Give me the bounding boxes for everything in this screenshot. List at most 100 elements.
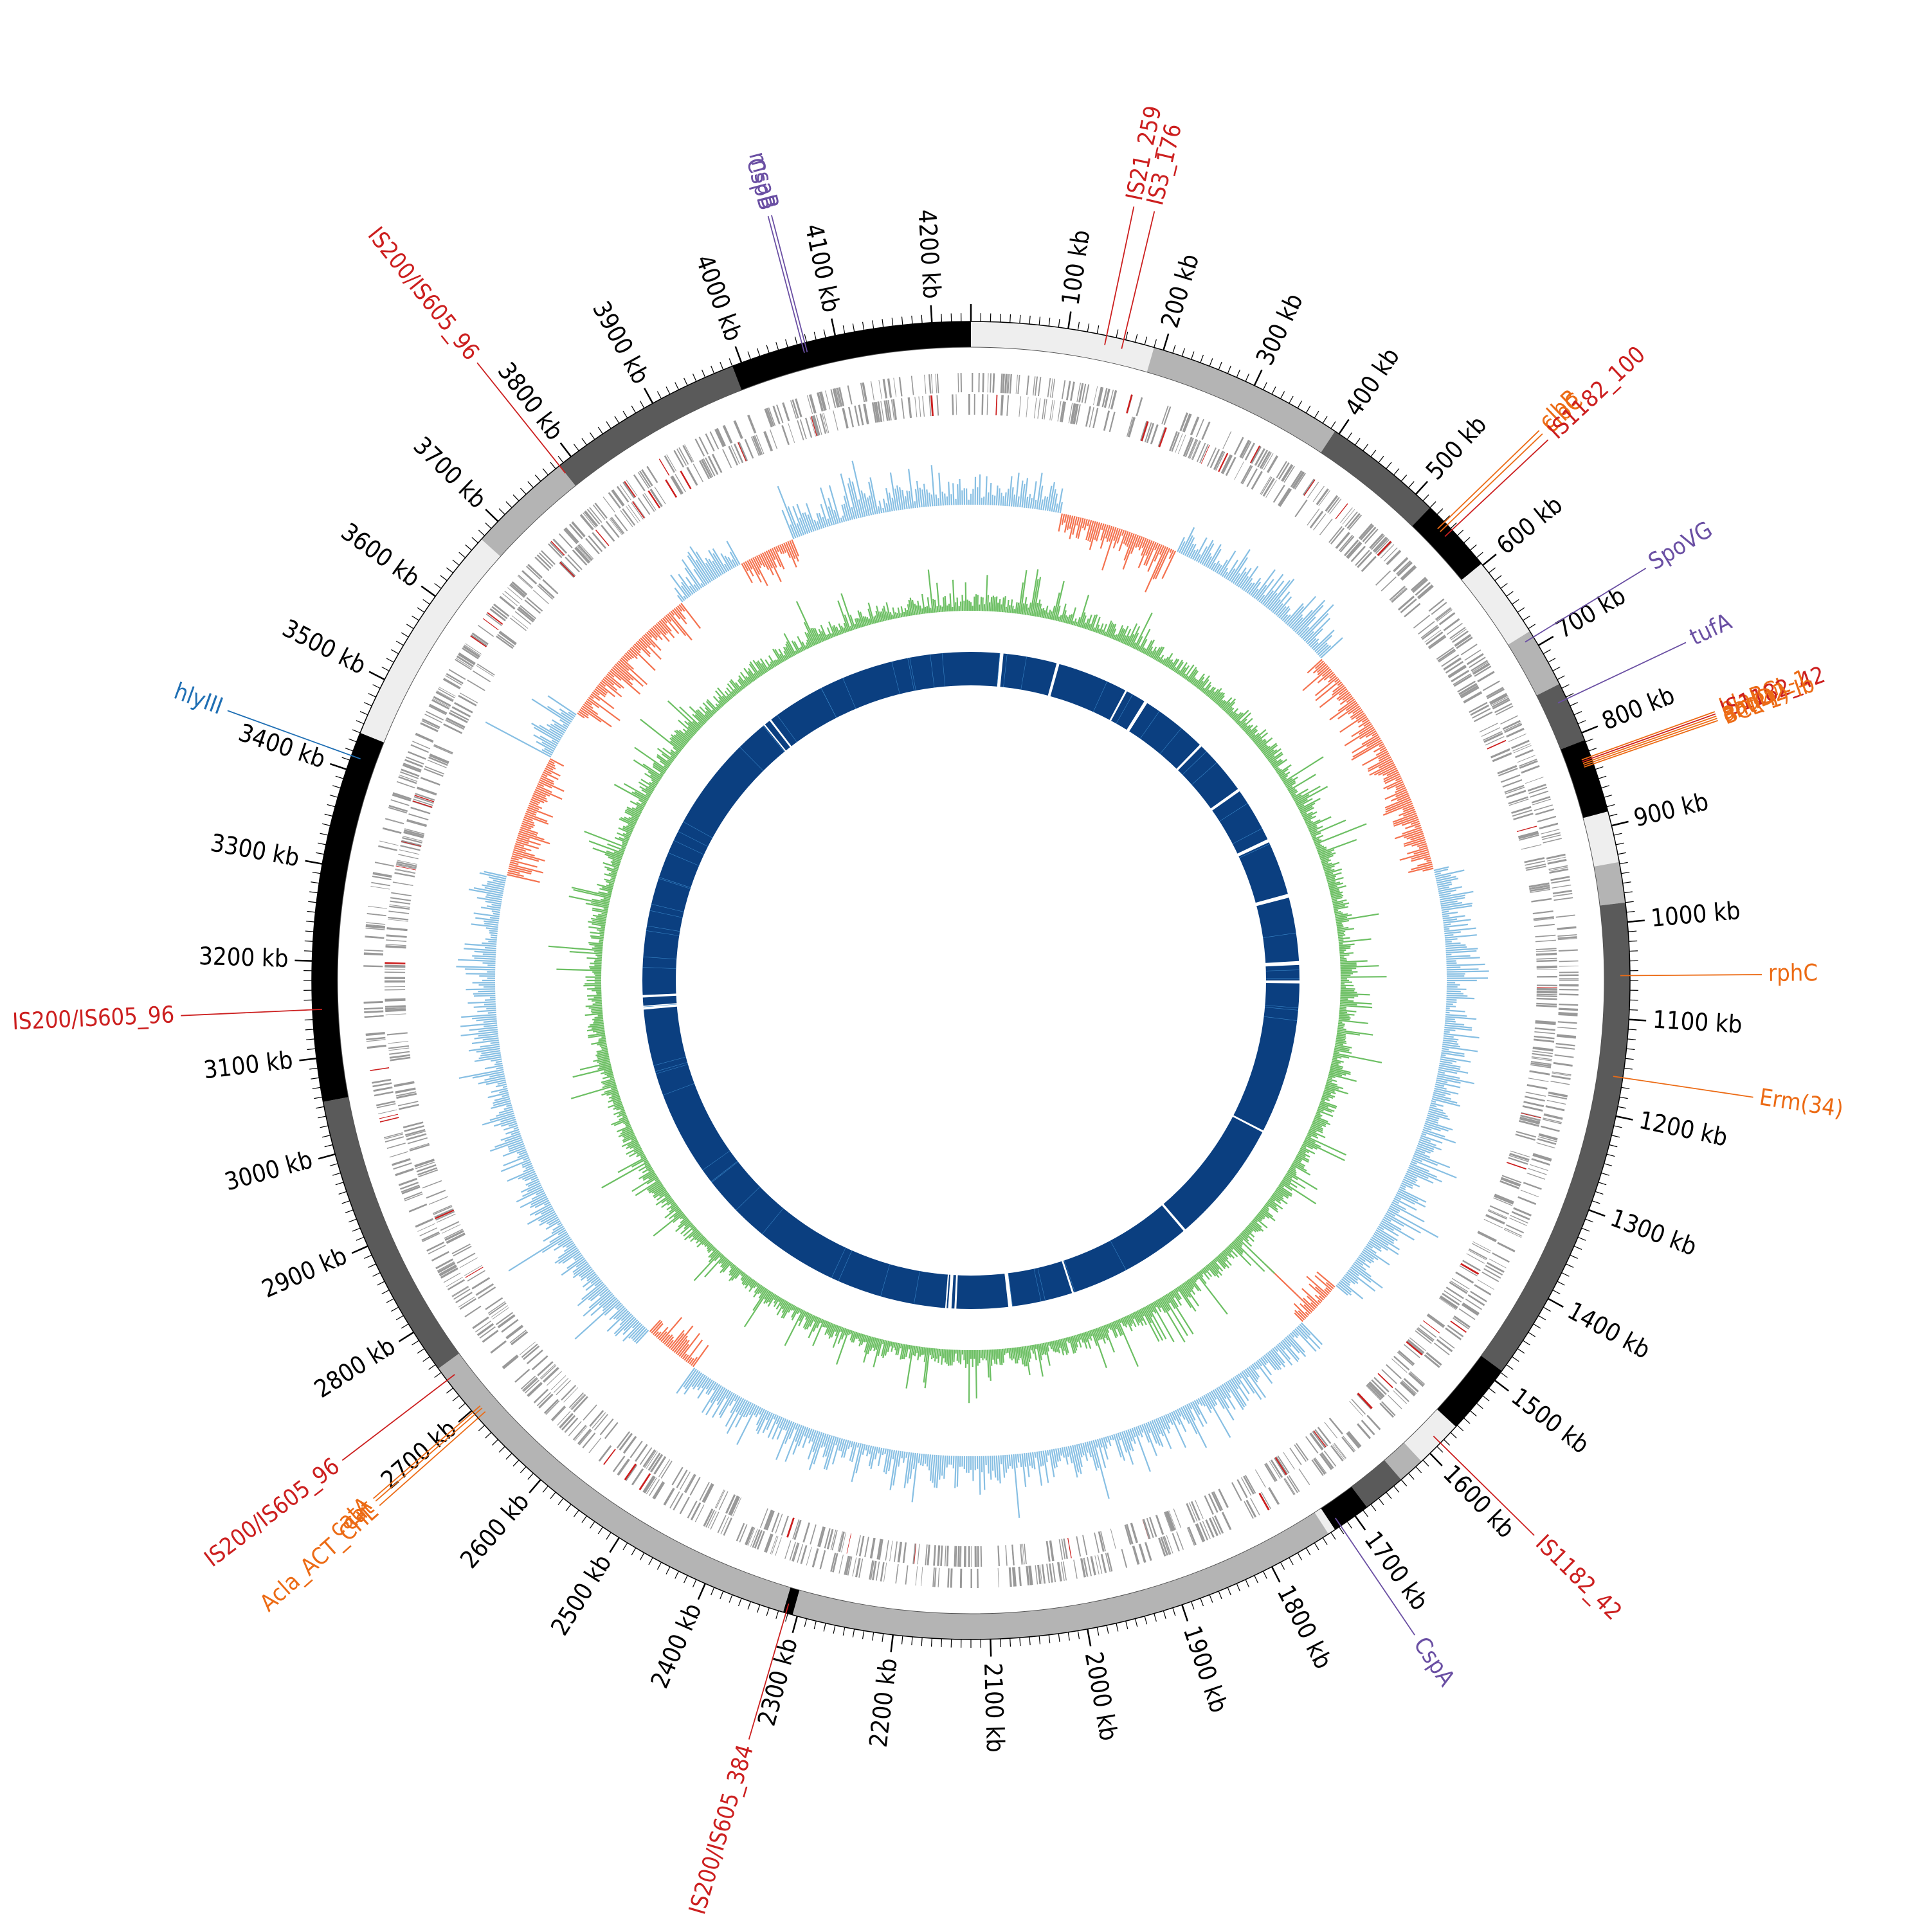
major-tick	[931, 305, 932, 323]
cds-feature	[390, 901, 410, 905]
minor-tick	[1595, 1191, 1603, 1194]
minor-tick	[1566, 1264, 1573, 1268]
cds-feature	[1136, 397, 1143, 416]
cds-feature	[1188, 1527, 1197, 1546]
minor-tick	[1263, 383, 1267, 390]
major-tick	[421, 586, 435, 597]
minor-tick	[1010, 314, 1011, 323]
cds-feature	[406, 820, 426, 827]
cds-feature	[1037, 1565, 1041, 1584]
minor-tick	[631, 406, 636, 413]
minor-tick	[1306, 1548, 1310, 1555]
cds-feature	[460, 1258, 478, 1268]
cds-feature	[1559, 974, 1579, 976]
scale-tick-label: 1700 kb	[1359, 1526, 1434, 1616]
minor-tick	[1039, 317, 1040, 325]
minor-tick	[1078, 1630, 1079, 1639]
minor-tick	[1489, 568, 1495, 573]
cds-feature	[1046, 1564, 1049, 1583]
minor-tick	[1135, 1619, 1137, 1627]
cds-feature	[467, 680, 485, 691]
cds-feature	[401, 840, 422, 846]
cds-feature	[610, 518, 624, 534]
minor-tick	[320, 1126, 329, 1128]
cds-feature	[914, 397, 917, 417]
minor-tick	[1626, 1058, 1634, 1060]
cds-feature	[370, 886, 390, 890]
major-tick	[1272, 1567, 1280, 1582]
cds-feature	[1448, 665, 1466, 678]
minor-tick	[1512, 1357, 1519, 1361]
scale-tick-label: 3000 kb	[222, 1145, 316, 1196]
scale-tick-label: 3500 kb	[278, 614, 370, 680]
scale-tick-label: 2700 kb	[376, 1414, 462, 1494]
minor-tick	[1604, 1164, 1612, 1166]
major-tick	[736, 347, 741, 363]
feature-label: rphC	[1768, 960, 1818, 987]
cds-feature	[590, 1411, 604, 1427]
minor-tick	[1451, 1432, 1456, 1438]
scale-tick-label: 2500 kb	[545, 1549, 617, 1640]
cds-feature	[1049, 400, 1053, 420]
cds-feature	[901, 398, 905, 419]
cds-feature	[1523, 1182, 1542, 1190]
scale-tick-label: 800 kb	[1598, 681, 1679, 736]
cds-feature	[723, 425, 733, 444]
cds-feature	[1397, 561, 1413, 576]
cds-feature	[635, 1444, 648, 1462]
cds-feature	[960, 1569, 962, 1588]
cds-feature	[1490, 1205, 1509, 1215]
minor-tick	[1163, 1611, 1166, 1618]
contig-segment-11	[1481, 903, 1630, 1371]
minor-tick	[1463, 537, 1470, 543]
minor-tick	[1363, 1510, 1368, 1517]
cds-feature	[981, 1546, 983, 1567]
minor-tick	[1624, 892, 1633, 893]
scale-tick-label: 700 kb	[1551, 581, 1631, 644]
feature-leader-line	[1613, 1076, 1753, 1097]
minor-tick	[640, 1553, 644, 1560]
cds-feature	[1139, 1544, 1146, 1562]
cds-feature	[415, 733, 433, 742]
minor-tick	[322, 1135, 331, 1137]
cds-feature	[365, 1015, 384, 1018]
cds-feature	[1512, 1211, 1530, 1220]
cds-feature	[1492, 1252, 1510, 1263]
contig-segment-8	[1561, 740, 1608, 818]
cds-feature	[1103, 410, 1110, 431]
cds-feature	[968, 1546, 970, 1567]
cds-feature	[1313, 1458, 1326, 1475]
cds-feature	[922, 396, 925, 417]
cds-feature	[404, 1191, 422, 1200]
cds-feature	[1556, 1043, 1575, 1046]
minor-tick	[902, 1636, 903, 1644]
minor-tick	[1218, 1591, 1222, 1599]
cds-feature	[1408, 1339, 1424, 1353]
scale-tick-label: 2600 kb	[455, 1487, 534, 1573]
cds-feature	[644, 1476, 655, 1493]
cds-feature	[467, 1270, 485, 1281]
cds-feature	[422, 1180, 442, 1189]
minor-tick	[312, 1087, 321, 1088]
minor-tick	[1627, 1039, 1636, 1040]
cds-feature	[1477, 1232, 1496, 1243]
cds-feature	[490, 1341, 506, 1354]
minor-tick	[406, 624, 413, 629]
minor-tick	[1501, 1373, 1507, 1378]
minor-tick	[558, 1498, 563, 1504]
cds-feature	[1172, 1533, 1180, 1551]
minor-tick	[1562, 685, 1570, 689]
major-tick	[1627, 921, 1645, 922]
cds-feature	[388, 910, 409, 914]
cds-feature	[1550, 1081, 1570, 1085]
minor-tick	[392, 649, 399, 653]
feature-leader-line	[1620, 975, 1762, 976]
major-tick	[1539, 636, 1553, 646]
minor-tick	[1386, 462, 1391, 469]
minor-tick	[356, 1237, 364, 1240]
cds-feature	[1326, 496, 1338, 512]
minor-tick	[352, 1228, 360, 1231]
cds-feature	[385, 969, 405, 970]
cds-feature	[1525, 1096, 1545, 1101]
